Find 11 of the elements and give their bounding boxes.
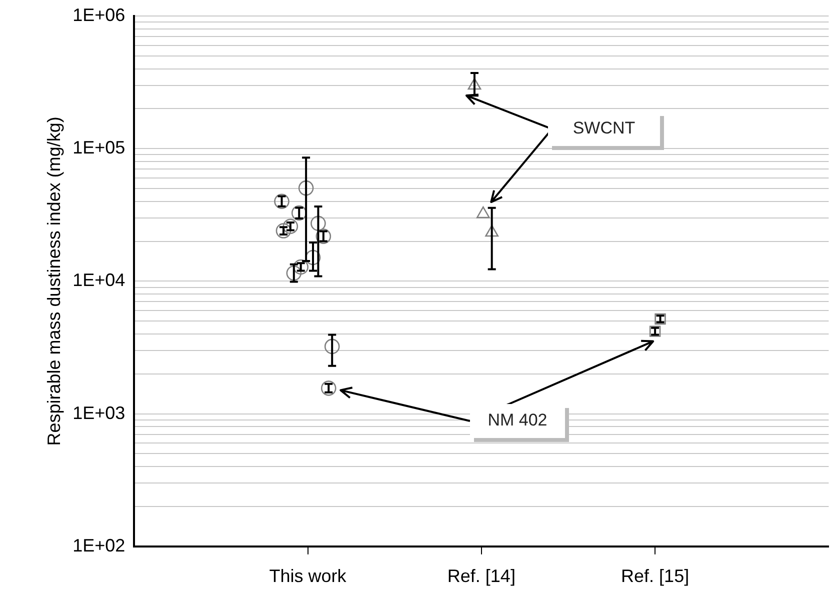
annotation: NM 402	[488, 410, 548, 430]
annotation: SWCNT	[572, 118, 636, 138]
y-axis-title: Respirable mass dustiness index (mg/kg)	[44, 116, 64, 446]
y-tick-label: 1E+06	[72, 4, 126, 25]
x-tick-label: Ref. [14]	[447, 566, 516, 586]
x-tick-label: This work	[269, 566, 348, 586]
y-tick-label: 1E+05	[72, 138, 126, 158]
y-tick-label: 1E+04	[72, 270, 126, 290]
y-tick-label: 1E+02	[72, 535, 126, 556]
x-tick-label: Ref. [15]	[621, 566, 690, 586]
y-tick-label: 1E+03	[72, 402, 126, 423]
